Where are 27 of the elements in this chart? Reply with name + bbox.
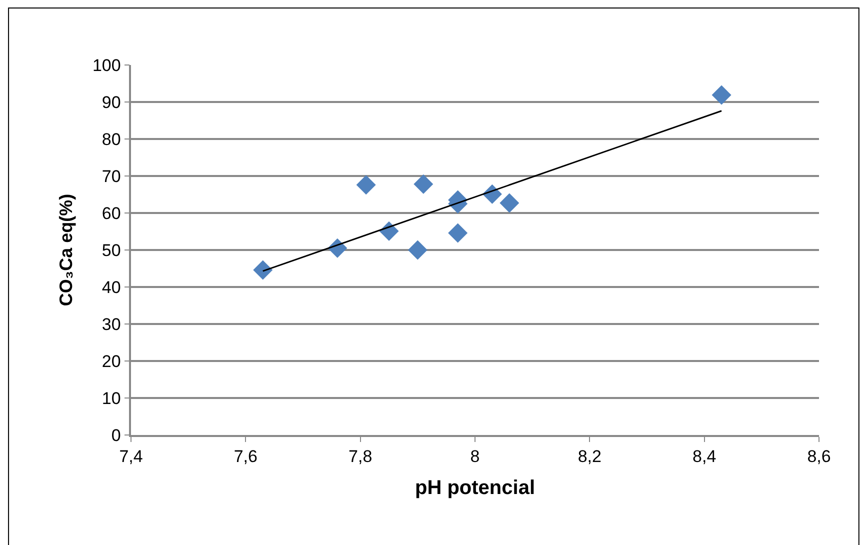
point [712,85,732,105]
x-tick-label: 7,8 [348,447,372,466]
y-tick-label: 50 [102,240,121,260]
y-tick-label: 100 [92,56,121,75]
y-tick-label: 60 [102,204,121,223]
point [448,223,468,243]
x-tick-label: 7,4 [119,447,143,466]
x-tick-label: 8 [470,447,480,466]
x-tick-label: 8,4 [692,447,716,466]
point [414,174,434,194]
x-tick-label: 8,6 [807,447,831,466]
y-tick-label: 40 [102,278,121,297]
point [408,240,428,260]
y-tick-label: 30 [102,314,121,334]
y-tick-label: 10 [102,388,121,408]
x-tick-label: 8,2 [578,447,602,466]
point [500,193,520,213]
point [356,175,376,195]
y-tick-label: 0 [111,426,121,445]
x-axis-title: pH potencial [414,477,536,500]
y-tick-label: 90 [102,92,121,112]
x-tick-label: 7,6 [234,447,258,466]
y-axis-title: CO₃Ca eq(%) [56,194,76,306]
y-tick-label: 70 [102,166,121,186]
point [253,260,273,280]
y-tick-label: 20 [102,352,121,371]
y-tick-label: 80 [102,130,121,149]
